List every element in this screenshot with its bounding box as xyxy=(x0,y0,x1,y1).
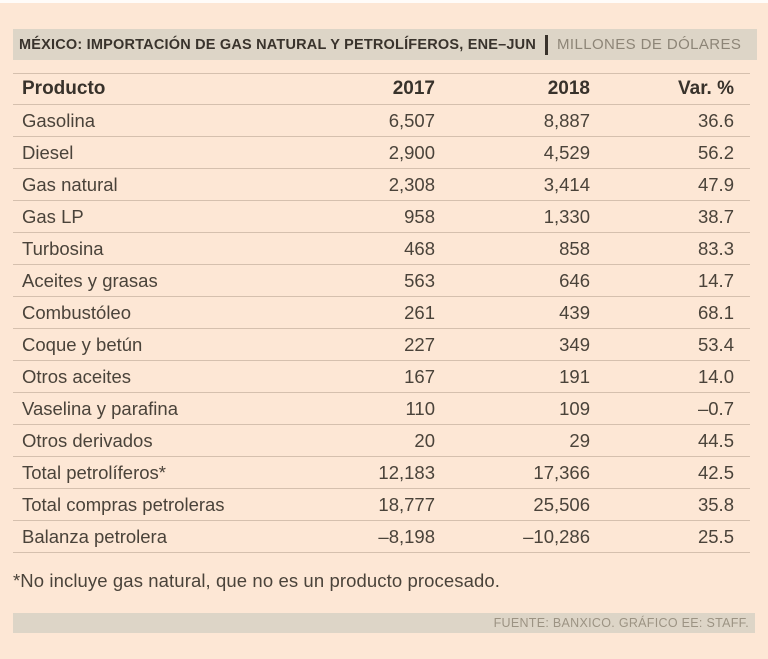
value-cell: 83.3 xyxy=(590,232,750,265)
source-credit: FUENTE: BANXICO. GRÁFICO EE: STAFF. xyxy=(493,616,749,630)
table-row: Otros derivados 20 29 44.5 xyxy=(13,424,750,457)
table-row: Otros aceites 167 191 14.0 xyxy=(13,360,750,393)
product-cell: Turbosina xyxy=(13,232,285,265)
value-cell: 53.4 xyxy=(590,328,750,361)
value-cell: 17,366 xyxy=(435,456,590,489)
value-cell: –10,286 xyxy=(435,520,590,553)
value-cell: 18,777 xyxy=(285,488,435,521)
top-edge-strip xyxy=(0,0,768,3)
table-row: Coque y betún 227 349 53.4 xyxy=(13,328,750,361)
value-cell: –8,198 xyxy=(285,520,435,553)
value-cell: 25,506 xyxy=(435,488,590,521)
value-cell: 68.1 xyxy=(590,296,750,329)
value-cell: 1,330 xyxy=(435,200,590,233)
product-cell: Gas natural xyxy=(13,168,285,201)
product-cell: Aceites y grasas xyxy=(13,264,285,297)
table-row: Gas natural 2,308 3,414 47.9 xyxy=(13,168,750,201)
value-cell: 646 xyxy=(435,264,590,297)
product-cell: Total petrolíferos* xyxy=(13,456,285,489)
source-bar: FUENTE: BANXICO. GRÁFICO EE: STAFF. xyxy=(13,613,755,633)
table-row: Combustóleo 261 439 68.1 xyxy=(13,296,750,329)
table-body: Gasolina 6,507 8,887 36.6 Diesel 2,900 4,529 56… xyxy=(13,104,750,553)
value-cell: 958 xyxy=(285,200,435,233)
value-cell: 56.2 xyxy=(590,136,750,169)
table-row: Total petrolíferos* 12,183 17,366 42.5 xyxy=(13,456,750,489)
footnote: *No incluye gas natural, que no es un pr… xyxy=(13,570,501,591)
header-bar: MÉXICO: IMPORTACIÓN DE GAS NATURAL Y PET… xyxy=(13,29,757,60)
value-cell: 439 xyxy=(435,296,590,329)
table-header-row: Producto 2017 2018 Var. % xyxy=(13,73,750,105)
value-cell: 38.7 xyxy=(590,200,750,233)
value-cell: 110 xyxy=(285,392,435,425)
value-cell: 44.5 xyxy=(590,424,750,457)
column-header-var: Var. % xyxy=(590,73,750,105)
product-cell: Otros aceites xyxy=(13,360,285,393)
table-row: Turbosina 468 858 83.3 xyxy=(13,232,750,265)
table-row: Diesel 2,900 4,529 56.2 xyxy=(13,136,750,169)
value-cell: 191 xyxy=(435,360,590,393)
value-cell: 261 xyxy=(285,296,435,329)
column-header-2018: 2018 xyxy=(435,73,590,105)
imports-table: Producto 2017 2018 Var. % Gasolina 6,507 8… xyxy=(13,73,750,553)
value-cell: 2,308 xyxy=(285,168,435,201)
value-cell: 4,529 xyxy=(435,136,590,169)
table-row: Gas LP 958 1,330 38.7 xyxy=(13,200,750,233)
table-row: Gasolina 6,507 8,887 36.6 xyxy=(13,104,750,137)
value-cell: 12,183 xyxy=(285,456,435,489)
value-cell: 858 xyxy=(435,232,590,265)
value-cell: 167 xyxy=(285,360,435,393)
unit-label: MILLONES DE DÓLARES xyxy=(557,36,742,53)
table-header: Producto 2017 2018 Var. % xyxy=(13,73,750,105)
page-title: MÉXICO: IMPORTACIÓN DE GAS NATURAL Y PET… xyxy=(19,36,537,53)
value-cell: 349 xyxy=(435,328,590,361)
value-cell: 47.9 xyxy=(590,168,750,201)
product-cell: Diesel xyxy=(13,136,285,169)
value-cell: 8,887 xyxy=(435,104,590,137)
value-cell: 2,900 xyxy=(285,136,435,169)
column-header-2017: 2017 xyxy=(285,73,435,105)
value-cell: –0.7 xyxy=(590,392,750,425)
product-cell: Gas LP xyxy=(13,200,285,233)
value-cell: 109 xyxy=(435,392,590,425)
table-row: Vaselina y parafina 110 109 –0.7 xyxy=(13,392,750,425)
product-cell: Vaselina y parafina xyxy=(13,392,285,425)
value-cell: 14.7 xyxy=(590,264,750,297)
product-cell: Otros derivados xyxy=(13,424,285,457)
product-cell: Balanza petrolera xyxy=(13,520,285,553)
title-divider xyxy=(545,34,549,55)
value-cell: 25.5 xyxy=(590,520,750,553)
value-cell: 14.0 xyxy=(590,360,750,393)
product-cell: Total compras petroleras xyxy=(13,488,285,521)
value-cell: 35.8 xyxy=(590,488,750,521)
value-cell: 36.6 xyxy=(590,104,750,137)
product-cell: Combustóleo xyxy=(13,296,285,329)
value-cell: 20 xyxy=(285,424,435,457)
value-cell: 468 xyxy=(285,232,435,265)
table-row: Aceites y grasas 563 646 14.7 xyxy=(13,264,750,297)
table-row: Total compras petroleras 18,777 25,506 35.8 xyxy=(13,488,750,521)
product-cell: Gasolina xyxy=(13,104,285,137)
value-cell: 6,507 xyxy=(285,104,435,137)
value-cell: 42.5 xyxy=(590,456,750,489)
value-cell: 29 xyxy=(435,424,590,457)
table-row: Balanza petrolera –8,198 –10,286 25.5 xyxy=(13,520,750,553)
value-cell: 227 xyxy=(285,328,435,361)
product-cell: Coque y betún xyxy=(13,328,285,361)
value-cell: 563 xyxy=(285,264,435,297)
column-header-producto: Producto xyxy=(13,73,285,105)
value-cell: 3,414 xyxy=(435,168,590,201)
